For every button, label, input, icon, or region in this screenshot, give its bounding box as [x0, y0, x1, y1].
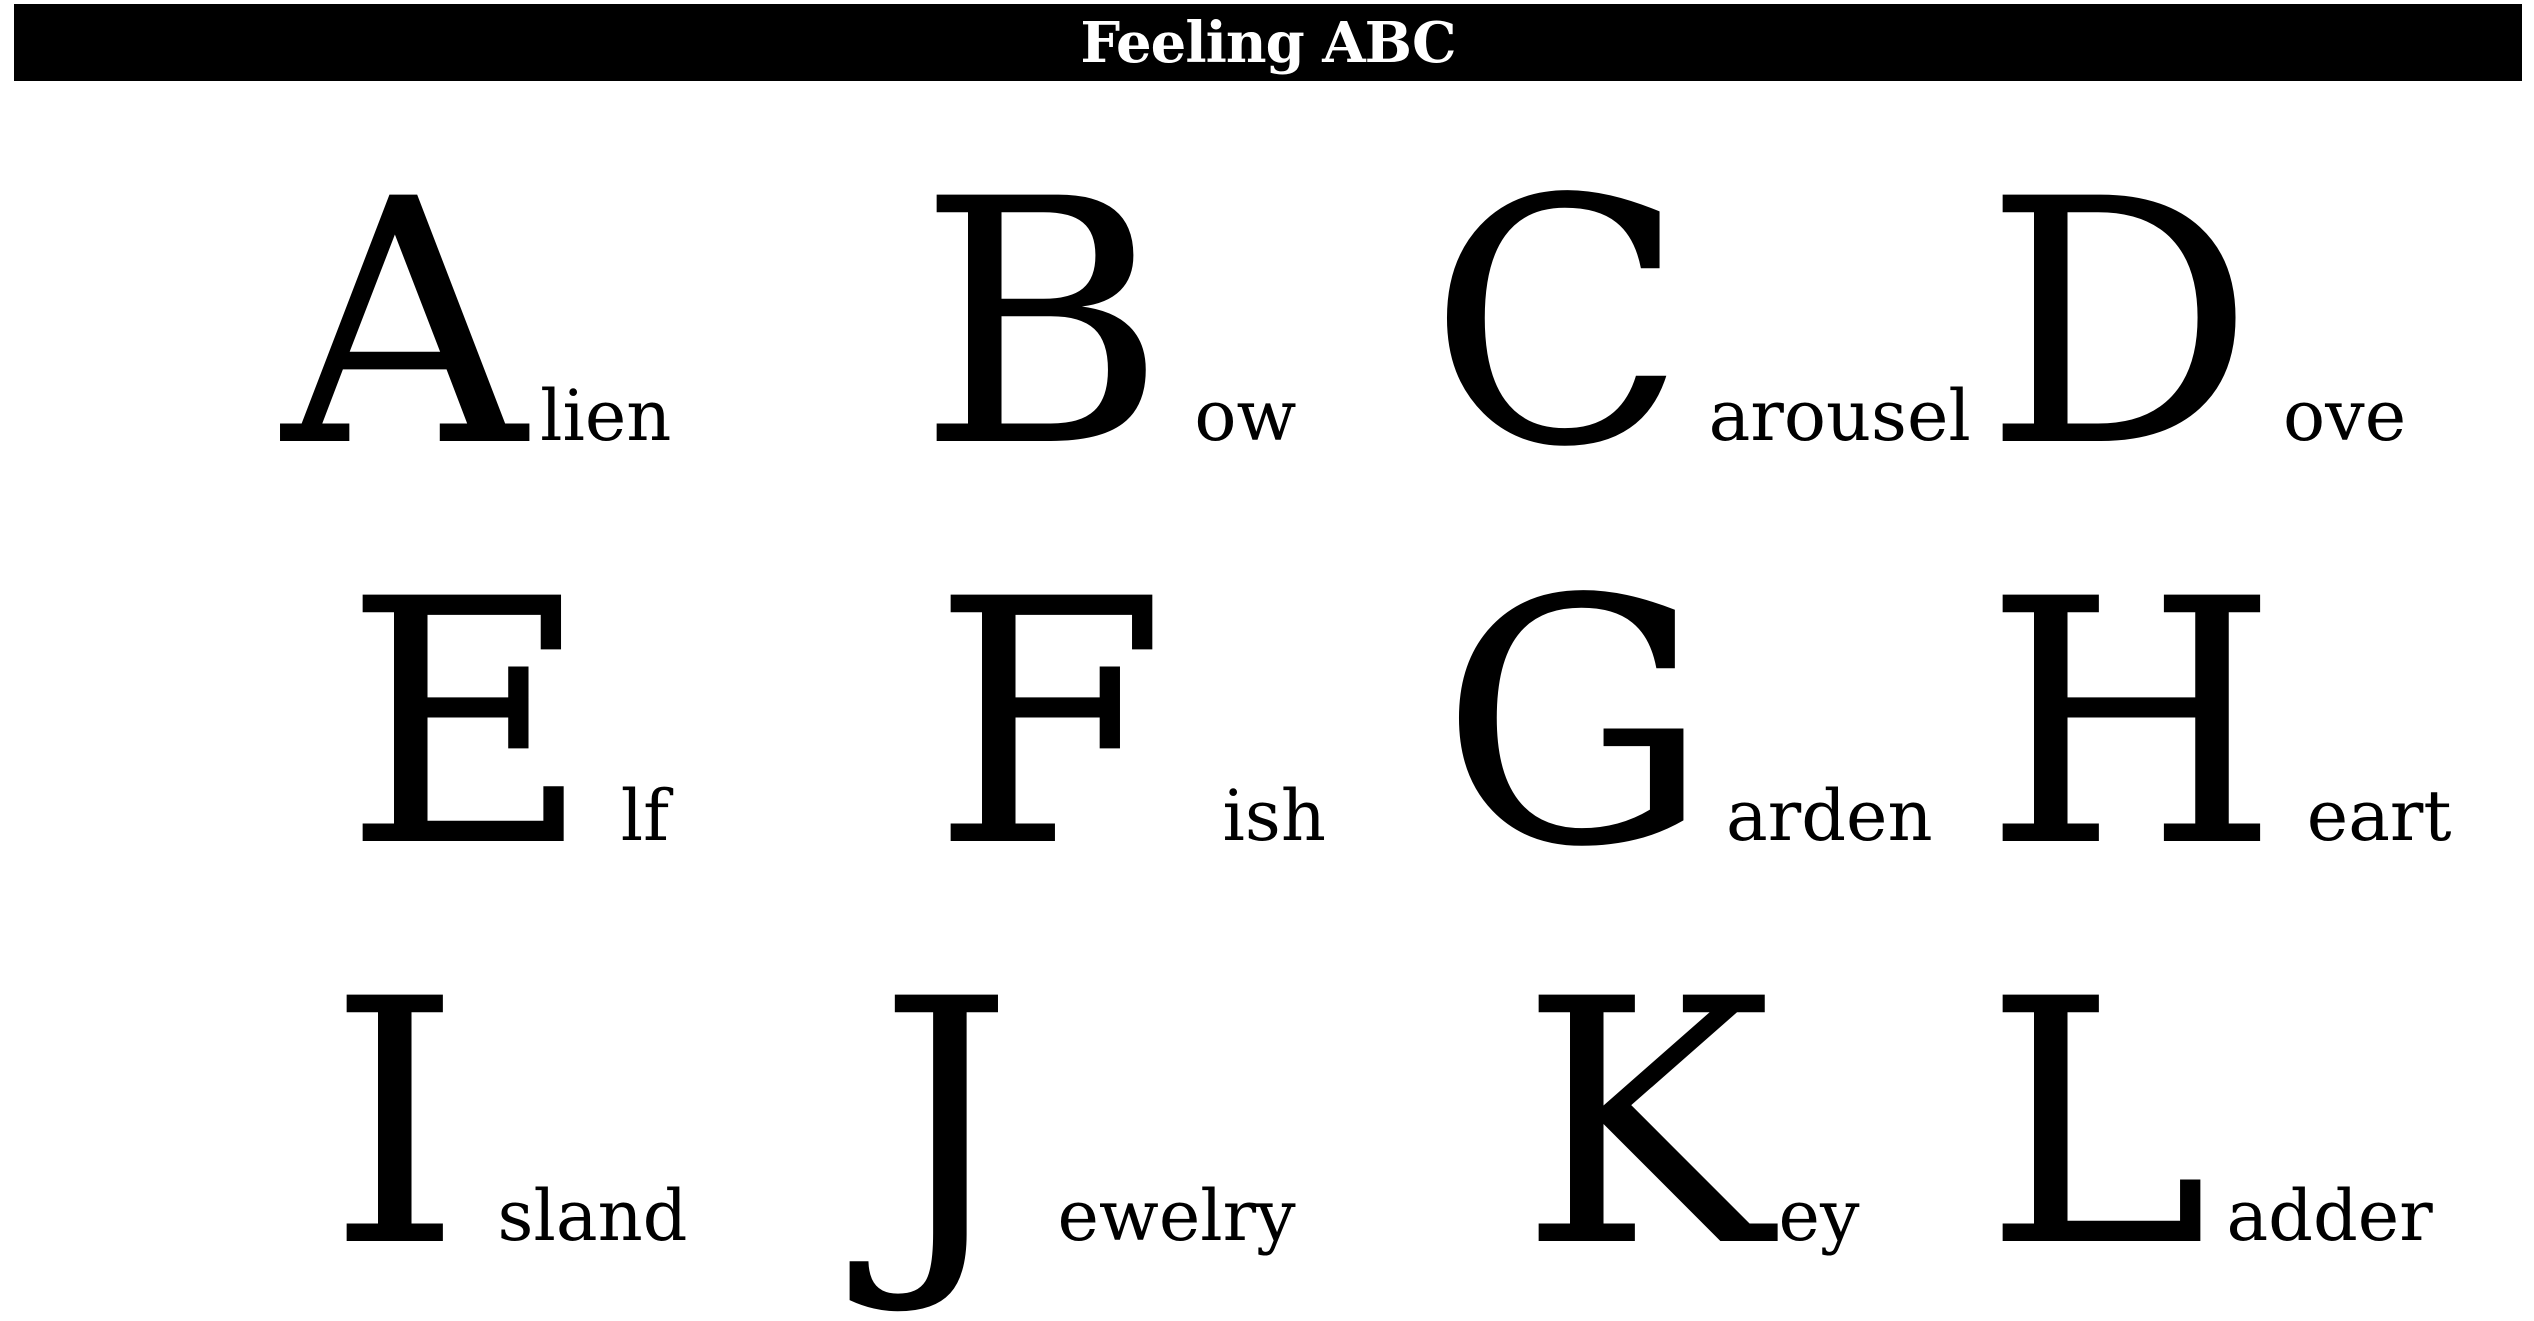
- word-ladder: L adder: [1984, 927, 2433, 1321]
- word-bow: B ow: [918, 127, 1297, 521]
- initial-letter: G: [1440, 527, 1710, 921]
- word-ending: ish: [1222, 774, 1326, 857]
- word-ending: ewelry: [1057, 1174, 1296, 1257]
- word-ending: ey: [1778, 1174, 1860, 1257]
- word-ending: eart: [2306, 774, 2452, 857]
- word-ending: adder: [2226, 1174, 2433, 1257]
- initial-letter: F: [932, 527, 1167, 921]
- initial-letter: D: [1984, 127, 2255, 521]
- initial-letter: K: [1520, 927, 1773, 1321]
- word-jewelry: J ewelry: [878, 927, 1296, 1321]
- word-heart: H eart: [1984, 527, 2452, 921]
- word-carousel: C arousel: [1428, 127, 1971, 521]
- word-dove: D ove: [1984, 127, 2407, 521]
- word-key: K ey: [1520, 927, 1860, 1321]
- title-banner: Feeling ABC: [14, 4, 2522, 81]
- word-alien: A lien: [282, 127, 672, 521]
- word-fish: F ish: [932, 527, 1326, 921]
- initial-letter: B: [918, 127, 1166, 521]
- word-ending: lf: [620, 774, 670, 857]
- word-ending: ove: [2283, 374, 2407, 457]
- initial-letter: L: [1984, 927, 2208, 1321]
- word-island: I sland: [328, 927, 688, 1321]
- initial-letter: J: [878, 927, 1013, 1321]
- word-garden: G arden: [1440, 527, 1933, 921]
- initial-letter: H: [1984, 527, 2279, 921]
- word-ending: arousel: [1708, 374, 1971, 457]
- initial-letter: I: [328, 927, 462, 1321]
- word-ending: sland: [497, 1174, 688, 1257]
- word-ending: ow: [1194, 374, 1297, 457]
- initial-letter: C: [1428, 127, 1687, 521]
- word-elf: E lf: [344, 527, 670, 921]
- word-ending: lien: [540, 374, 672, 457]
- word-ending: arden: [1726, 774, 1933, 857]
- initial-letter: E: [344, 527, 591, 921]
- page-title: Feeling ABC: [1080, 9, 1456, 76]
- initial-letter: A: [282, 127, 526, 521]
